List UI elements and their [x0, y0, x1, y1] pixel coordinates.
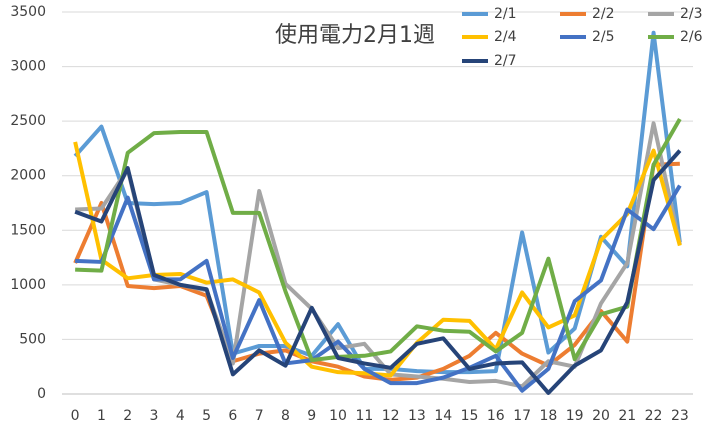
- series-line: [75, 117, 682, 363]
- legend-label: 2/2: [592, 6, 615, 22]
- x-tick-label: 3: [150, 408, 159, 424]
- x-tick-label: 20: [592, 408, 610, 424]
- series-line: [75, 184, 682, 393]
- x-tick-label: 8: [281, 408, 290, 424]
- x-tick-label: 11: [355, 408, 373, 424]
- y-tick-label: 2500: [10, 113, 46, 129]
- x-tick-label: 2: [123, 408, 132, 424]
- x-tick-label: 4: [176, 408, 185, 424]
- x-tick-label: 5: [202, 408, 211, 424]
- legend-label: 2/4: [494, 29, 517, 45]
- x-tick-label: 18: [539, 408, 557, 424]
- y-tick-label: 3000: [10, 59, 46, 75]
- y-tick-label: 2000: [10, 168, 46, 184]
- x-tick-label: 19: [566, 408, 584, 424]
- y-tick-label: 500: [19, 331, 46, 347]
- legend-label: 2/7: [494, 53, 517, 69]
- x-tick-label: 22: [645, 408, 663, 424]
- y-tick-label: 1000: [10, 277, 46, 293]
- legend-label: 2/6: [680, 29, 703, 45]
- chart-title: 使用電力2月1週: [275, 23, 435, 48]
- series-line: [74, 149, 682, 395]
- x-tick-label: 17: [513, 408, 531, 424]
- x-tick-label: 14: [434, 408, 452, 424]
- x-tick-label: 7: [255, 408, 264, 424]
- y-tick-label: 1500: [10, 222, 46, 238]
- legend-label: 2/1: [494, 6, 517, 22]
- x-tick-label: 21: [618, 408, 636, 424]
- series-line: [73, 30, 682, 375]
- x-tick-label: 15: [461, 408, 479, 424]
- x-tick-label: 6: [228, 408, 237, 424]
- x-tick-label: 16: [487, 408, 505, 424]
- x-tick-label: 23: [671, 408, 689, 424]
- x-tick-label: 0: [71, 408, 80, 424]
- y-tick-label: 3500: [10, 4, 46, 20]
- legend-label: 2/5: [592, 29, 615, 45]
- x-tick-label: 13: [408, 408, 426, 424]
- x-tick-label: 10: [329, 408, 347, 424]
- x-tick-label: 1: [97, 408, 106, 424]
- x-tick-label: 12: [382, 408, 400, 424]
- y-tick-label: 0: [37, 386, 46, 402]
- x-tick-label: 9: [307, 408, 316, 424]
- legend-label: 2/3: [680, 6, 703, 22]
